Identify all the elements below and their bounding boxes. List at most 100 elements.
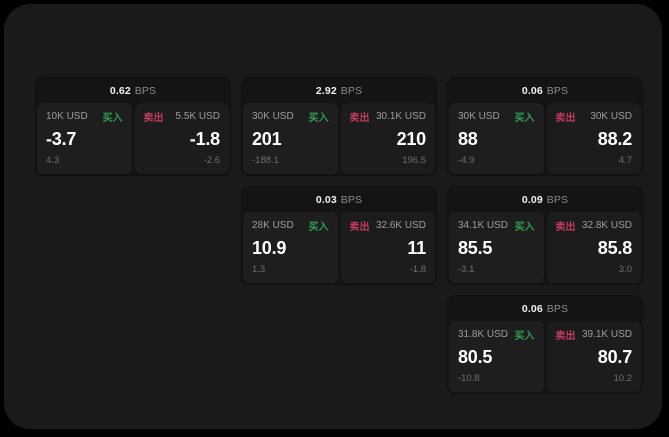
sell-side[interactable]: 卖出 30K USD 88.2 4.7 [546, 103, 641, 174]
buy-action-label: 买入 [308, 222, 329, 233]
sell-action-label: 卖出 [349, 113, 370, 124]
sell-side[interactable]: 卖出 5.5K USD -1.8 -2.6 [134, 103, 229, 174]
buy-side[interactable]: 10K USD 买入 -3.7 4.3 [37, 103, 132, 174]
buy-size-label: 10K USD [46, 111, 88, 122]
quote-column-2: 2.92 BPS 30K USD 买入 201 -188.1 [242, 78, 436, 284]
buy-price: 88 [458, 129, 478, 149]
sell-action-label: 卖出 [555, 331, 576, 342]
buy-price: 10.9 [252, 238, 287, 258]
buy-action-label: 买入 [514, 222, 535, 233]
sell-action-label: 卖出 [349, 222, 370, 233]
bps-unit-label: BPS [340, 193, 363, 206]
quote-card[interactable]: 0.06 BPS 30K USD 买入 88 -4.9 [448, 78, 642, 175]
quote-sides: 30K USD 买入 88 -4.9 卖出 30K USD 88.2 [448, 103, 642, 175]
buy-side-header: 31.8K USD 买入 [458, 328, 535, 342]
sell-side-header: 卖出 32.6K USD [349, 219, 427, 233]
bps-header: 0.06 BPS [448, 296, 642, 321]
quote-column-1: 0.62 BPS 10K USD 买入 -3.7 4.3 [36, 78, 230, 175]
sell-size-label: 30K USD [590, 111, 632, 122]
buy-side-header: 10K USD 买入 [46, 110, 123, 124]
buy-delta: -3.1 [458, 264, 475, 275]
buy-side[interactable]: 30K USD 买入 201 -188.1 [243, 103, 338, 174]
bps-unit-label: BPS [340, 84, 363, 97]
sell-side-header: 卖出 32.8K USD [555, 219, 633, 233]
sell-delta: 10.2 [613, 373, 633, 384]
sell-price: -1.8 [189, 129, 220, 149]
bps-value: 0.09 [521, 193, 543, 206]
sell-delta: 4.7 [618, 155, 632, 166]
sell-price: 210 [396, 129, 427, 149]
buy-size-label: 28K USD [252, 220, 294, 231]
buy-delta: 4.3 [46, 155, 60, 166]
bps-value: 0.06 [521, 302, 543, 315]
buy-side-header: 30K USD 买入 [458, 110, 535, 124]
buy-action-label: 买入 [514, 331, 535, 342]
quote-sides: 34.1K USD 买入 85.5 -3.1 卖出 32.8K USD 85. [448, 212, 642, 284]
sell-side[interactable]: 卖出 39.1K USD 80.7 10.2 [546, 321, 641, 392]
buy-action-label: 买入 [514, 113, 535, 124]
sell-size-label: 5.5K USD [175, 111, 220, 122]
quote-sides: 30K USD 买入 201 -188.1 卖出 30.1K USD 210 [242, 103, 436, 175]
bps-value: 0.62 [109, 84, 131, 97]
quote-card[interactable]: 0.06 BPS 31.8K USD 买入 80.5 -10.8 [448, 296, 642, 393]
sell-delta: -1.8 [409, 264, 426, 275]
buy-price: -3.7 [46, 129, 77, 149]
sell-action-label: 卖出 [555, 222, 576, 233]
sell-price: 11 [407, 238, 426, 258]
buy-side[interactable]: 34.1K USD 买入 85.5 -3.1 [449, 212, 544, 283]
bps-value: 2.92 [315, 84, 337, 97]
bps-header: 0.62 BPS [36, 78, 230, 103]
sell-price: 80.7 [597, 347, 632, 367]
buy-side[interactable]: 31.8K USD 买入 80.5 -10.8 [449, 321, 544, 392]
buy-side-header: 30K USD 买入 [252, 110, 329, 124]
buy-delta: -188.1 [252, 155, 279, 166]
sell-size-label: 30.1K USD [375, 111, 426, 122]
buy-size-label: 30K USD [458, 111, 500, 122]
sell-action-label: 卖出 [143, 113, 164, 124]
sell-delta: -2.6 [203, 155, 220, 166]
buy-price: 201 [252, 129, 282, 149]
sell-side-header: 卖出 39.1K USD [555, 328, 633, 342]
sell-side-header: 卖出 30.1K USD [349, 110, 427, 124]
quote-card[interactable]: 2.92 BPS 30K USD 买入 201 -188.1 [242, 78, 436, 175]
sell-size-label: 32.6K USD [375, 220, 426, 231]
sell-side[interactable]: 卖出 30.1K USD 210 196.5 [340, 103, 435, 174]
sell-size-label: 39.1K USD [581, 329, 632, 340]
buy-side-header: 28K USD 买入 [252, 219, 329, 233]
quote-card[interactable]: 0.09 BPS 34.1K USD 买入 85.5 -3.1 [448, 187, 642, 284]
bps-header: 0.06 BPS [448, 78, 642, 103]
bps-header: 2.92 BPS [242, 78, 436, 103]
sell-delta: 3.0 [618, 264, 632, 275]
sell-price: 85.8 [597, 238, 632, 258]
sell-side-header: 卖出 5.5K USD [143, 110, 221, 124]
quote-sides: 31.8K USD 买入 80.5 -10.8 卖出 39.1K USD 80 [448, 321, 642, 393]
quote-column-3: 0.06 BPS 30K USD 买入 88 -4.9 [448, 78, 642, 393]
quote-card[interactable]: 0.03 BPS 28K USD 买入 10.9 1.3 [242, 187, 436, 284]
bps-header: 0.09 BPS [448, 187, 642, 212]
sell-price: 88.2 [597, 129, 632, 149]
bps-value: 0.06 [521, 84, 543, 97]
buy-size-label: 30K USD [252, 111, 294, 122]
buy-delta: -4.9 [458, 155, 475, 166]
bps-unit-label: BPS [546, 302, 569, 315]
buy-action-label: 买入 [102, 113, 123, 124]
buy-delta: 1.3 [252, 264, 266, 275]
quote-sides: 10K USD 买入 -3.7 4.3 卖出 5.5K USD -1.8 [36, 103, 230, 175]
quote-card[interactable]: 0.62 BPS 10K USD 买入 -3.7 4.3 [36, 78, 230, 175]
buy-side[interactable]: 30K USD 买入 88 -4.9 [449, 103, 544, 174]
sell-action-label: 卖出 [555, 113, 576, 124]
bps-header: 0.03 BPS [242, 187, 436, 212]
sell-side[interactable]: 卖出 32.6K USD 11 -1.8 [340, 212, 435, 283]
buy-price: 85.5 [458, 238, 493, 258]
buy-delta: -10.8 [458, 373, 480, 384]
buy-size-label: 31.8K USD [458, 329, 509, 340]
buy-action-label: 买入 [308, 113, 329, 124]
quote-panel: 0.62 BPS 10K USD 买入 -3.7 4.3 [4, 4, 662, 429]
sell-side[interactable]: 卖出 32.8K USD 85.8 3.0 [546, 212, 641, 283]
sell-delta: 196.5 [402, 155, 426, 166]
quote-board: 0.62 BPS 10K USD 买入 -3.7 4.3 [36, 78, 644, 398]
buy-size-label: 34.1K USD [458, 220, 509, 231]
buy-side-header: 34.1K USD 买入 [458, 219, 535, 233]
buy-side[interactable]: 28K USD 买入 10.9 1.3 [243, 212, 338, 283]
